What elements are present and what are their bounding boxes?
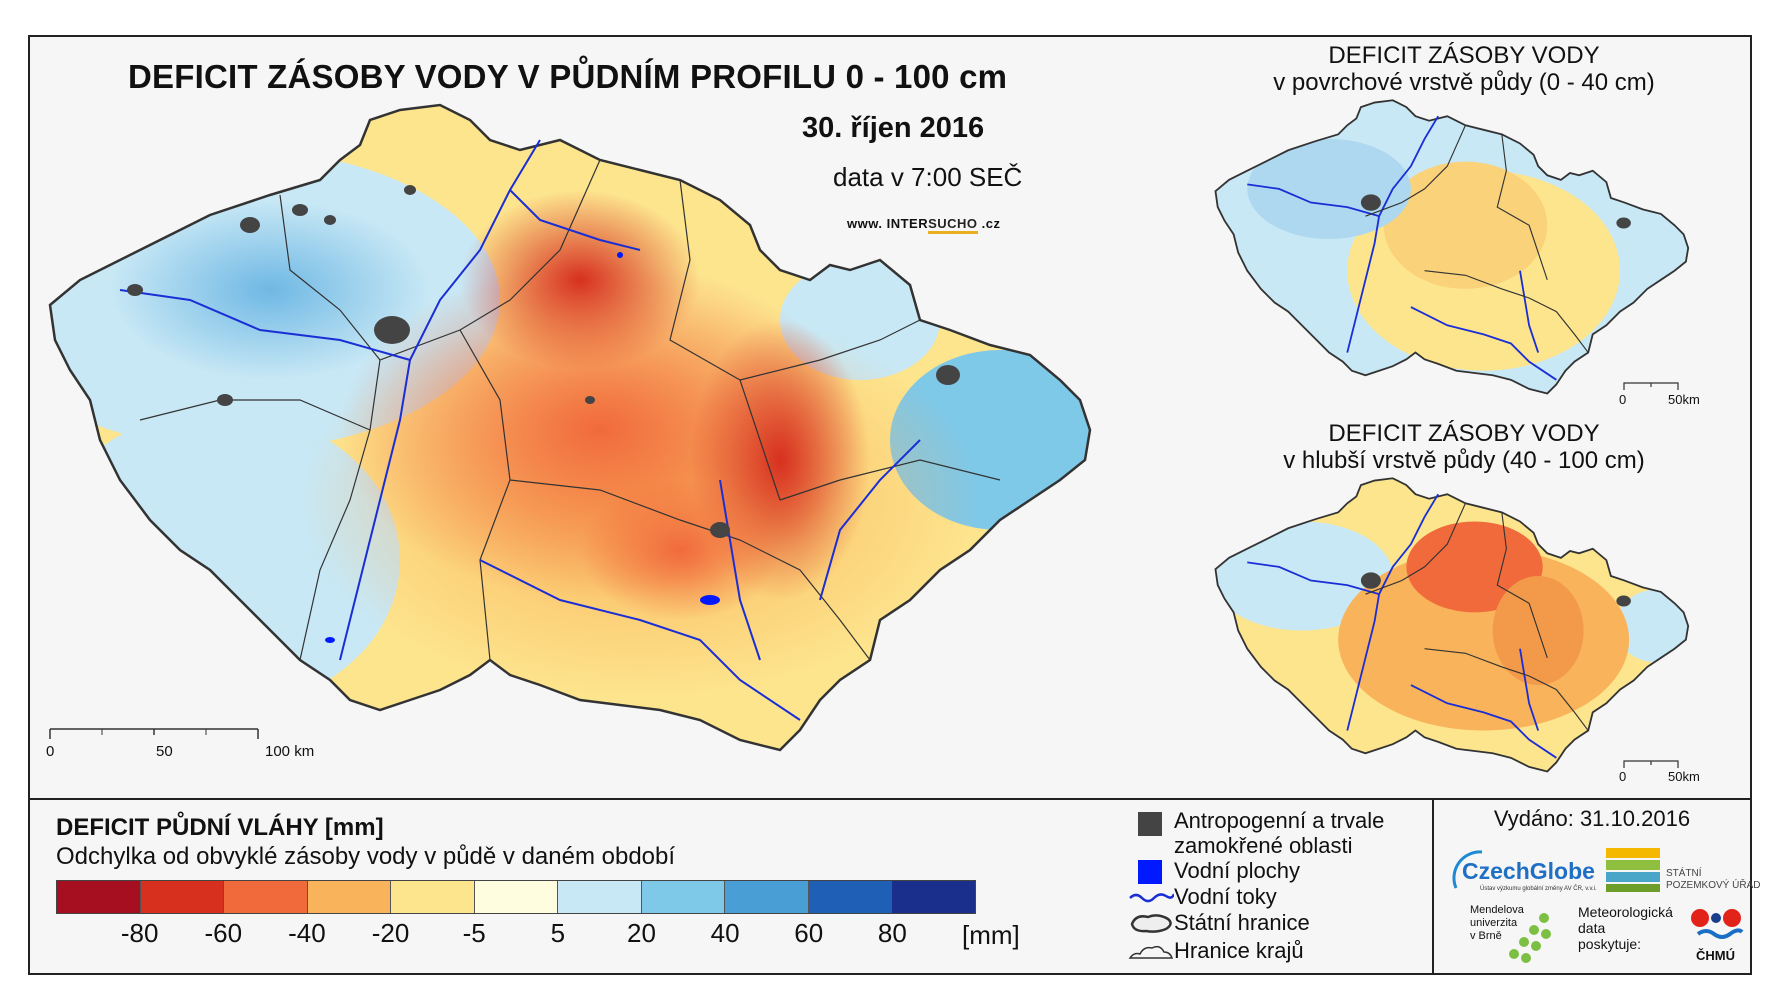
color-swatch-9 (808, 881, 893, 913)
mendel-line1: Mendelova (1470, 904, 1524, 916)
czechglobe-logo: CzechGlobe Ústav výzkumu globální změny … (1442, 840, 1602, 900)
color-scale-bar (56, 880, 976, 914)
color-scale-tick-0: -80 (120, 918, 159, 948)
meteo-line3: poskytuje: (1578, 936, 1642, 952)
color-swatch-6 (558, 881, 642, 913)
inset-bottom-title-line1: DEFICIT ZÁSOBY VODY (1328, 420, 1600, 447)
color-scale-tick-6: 20 (626, 918, 656, 948)
main-scale-label-100: 100 km (265, 743, 315, 760)
inset-top-title: DEFICIT ZÁSOBY VODY v povrchové vrstvě p… (1184, 42, 1744, 96)
legend-subtitle: Odchylka od obvyklé zásoby vody v půdě v… (56, 843, 676, 870)
symbol-state-border-label: Státní hranice (1174, 910, 1310, 935)
inset-top-scale-label-0: 0 (1619, 392, 1627, 407)
main-map (48, 103, 1092, 752)
spu-line2: POZEMKOVÝ ÚŘAD (1666, 880, 1761, 891)
main-scale-label-50: 50 (156, 743, 173, 760)
color-swatch-2 (224, 881, 308, 913)
symbol-region-border-label: Hranice krajů (1174, 938, 1304, 963)
mendel-line2: univerzita (1470, 917, 1518, 929)
color-swatch-7 (641, 881, 726, 913)
symbol-rivers: Vodní toky (1128, 884, 1277, 910)
inset-top-scalebar-graphic (1623, 382, 1679, 390)
color-swatch-4 (391, 881, 475, 913)
color-swatch-10 (892, 881, 976, 913)
symbol-anthropogenic-label-2: zamokřené oblasti (1174, 833, 1353, 858)
meteo-line2: data (1578, 920, 1606, 936)
issued-date: Vydáno: 31.10.2016 (1493, 806, 1691, 831)
main-title: DEFICIT ZÁSOBY VODY V PŮDNÍM PROFILU 0 -… (128, 58, 1008, 95)
inset-top-title-line1: DEFICIT ZÁSOBY VODY (1328, 42, 1600, 69)
state-border-icon (1128, 910, 1174, 936)
inset-top-scale-label-50: 50km (1668, 392, 1700, 407)
blue-square-icon (1128, 858, 1174, 884)
website-suffix: .cz (977, 216, 1001, 231)
color-swatch-5 (474, 881, 559, 913)
color-swatch-0 (57, 881, 141, 913)
mendel-line3: v Brně (1470, 930, 1502, 942)
symbol-region-border: Hranice krajů (1128, 938, 1304, 964)
spu-line1: STÁTNÍ (1666, 868, 1702, 879)
main-scalebar-graphic (49, 728, 259, 739)
region-border-icon (1128, 938, 1174, 964)
color-scale-tick-2: -40 (288, 918, 326, 948)
website-link[interactable]: www. INTERSUCHO .cz (847, 216, 1001, 234)
chmu-name: ČHMÚ (1696, 948, 1735, 963)
legend-separator (28, 798, 1752, 800)
inset-bottom-scale-label-50: 50km (1668, 769, 1700, 784)
color-scale-tick-4: -5 (462, 918, 486, 948)
inset-bottom-title: DEFICIT ZÁSOBY VODY v hlubší vrstvě půdy… (1184, 420, 1744, 474)
inset-bottom-map (1214, 477, 1690, 773)
color-scale-unit: [mm] (962, 920, 1020, 950)
symbol-anthropogenic-label-1: Antropogenní a trvale (1174, 808, 1385, 833)
inset-bottom-scalebar-graphic (1623, 760, 1679, 768)
color-swatch-3 (307, 881, 392, 913)
website-prefix: www. INTER (847, 216, 929, 231)
spu-logo: STÁTNÍ POZEMKOVÝ ÚŘAD (1606, 846, 1760, 896)
symbol-anthropogenic: Antropogenní a trvale zamokřené oblasti (1128, 808, 1384, 858)
mendel-logo: Mendelova univerzita v Brně (1470, 904, 1580, 972)
color-swatch-8 (725, 881, 809, 913)
color-swatch-1 (140, 881, 225, 913)
color-scale-tick-9: 80 (877, 918, 907, 948)
czechglobe-subtitle: Ústav výzkumu globální změny AV ČR, v.v.… (1480, 886, 1597, 892)
inset-top-title-line2: v povrchové vrstvě půdy (0 - 40 cm) (1273, 69, 1655, 96)
chmu-logo: Meteorologická data poskytuje: ČHMÚ (1578, 904, 1748, 972)
inset-bottom-title-line2: v hlubší vrstvě půdy (40 - 100 cm) (1283, 447, 1645, 474)
czechglobe-name: CzechGlobe (1462, 858, 1595, 884)
color-scale-tick-5: 5 (550, 918, 566, 948)
color-scale-tick-1: -60 (204, 918, 243, 948)
credits-separator (1432, 798, 1434, 975)
gray-square-icon (1128, 808, 1174, 836)
color-scale-tick-3: -20 (371, 918, 410, 948)
inset-top-map (1214, 99, 1690, 395)
color-scale-tick-8: 60 (794, 918, 824, 948)
main-scale-label-0: 0 (46, 743, 55, 760)
legend-title: DEFICIT PŮDNÍ VLÁHY [mm] (56, 814, 384, 841)
main-date: 30. říjen 2016 (802, 112, 985, 144)
river-line-icon (1128, 884, 1176, 910)
symbol-water-bodies: Vodní plochy (1128, 858, 1300, 884)
meteo-line1: Meteorologická (1578, 904, 1673, 920)
main-time: data v 7:00 SEČ (833, 162, 1023, 192)
symbol-water-bodies-label: Vodní plochy (1174, 858, 1300, 883)
website-brand: SUCHO (928, 216, 978, 234)
color-scale-tick-7: 40 (710, 918, 740, 948)
symbol-state-border: Státní hranice (1128, 910, 1310, 936)
inset-bottom-scale-label-0: 0 (1619, 769, 1627, 784)
symbol-rivers-label: Vodní toky (1174, 884, 1277, 909)
